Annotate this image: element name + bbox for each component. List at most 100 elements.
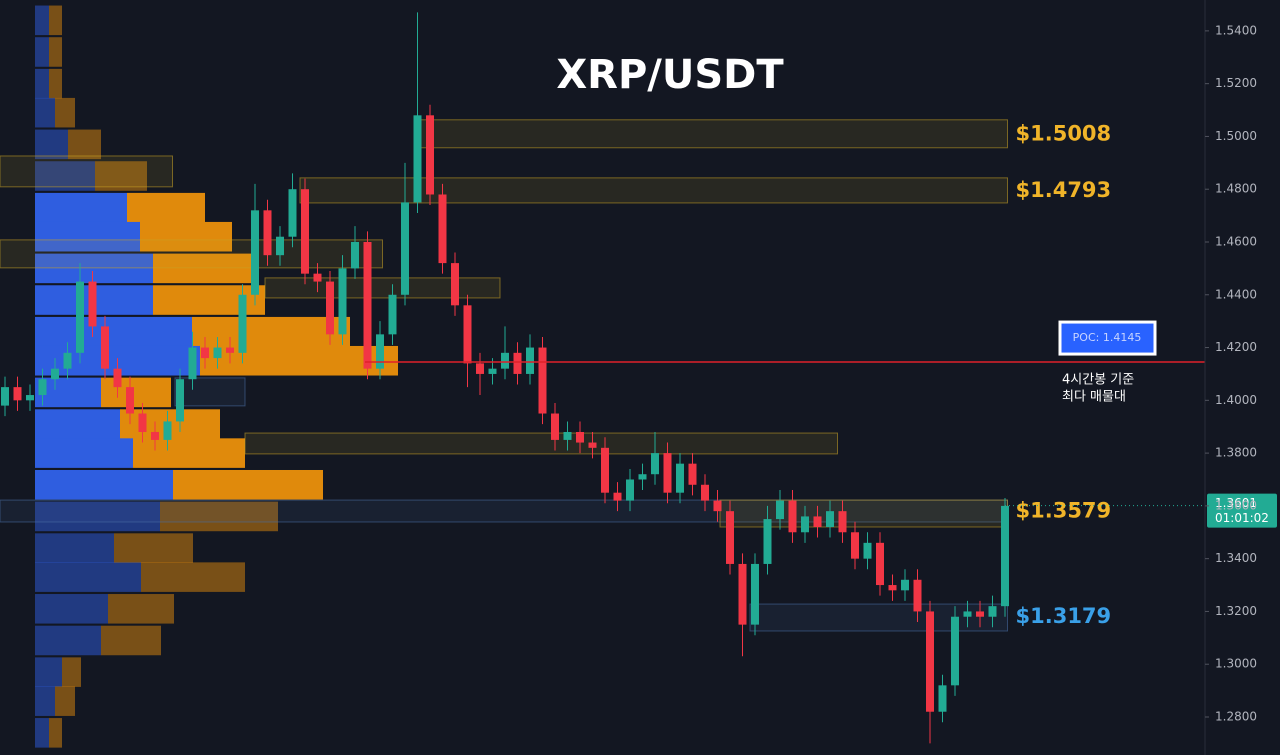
candle-body — [926, 611, 934, 712]
candle-body — [63, 352, 72, 369]
candle-body — [913, 579, 922, 612]
zone — [244, 432, 838, 455]
y-tick-label: 1.3400 — [1215, 551, 1257, 565]
candle-body — [863, 542, 872, 559]
zone — [0, 155, 173, 188]
candle-body — [801, 516, 809, 533]
candle-body — [488, 368, 497, 374]
zone-label: $1.3179 — [1016, 604, 1112, 628]
candle-body — [901, 579, 909, 591]
candle-body — [363, 241, 372, 369]
candle-body — [438, 194, 447, 264]
candle-body — [601, 447, 609, 493]
profile-sell — [49, 68, 62, 99]
candle-body — [876, 542, 884, 586]
candle-body — [26, 395, 34, 401]
candle-body — [38, 379, 47, 396]
candle-body — [713, 500, 722, 512]
zone — [749, 603, 1008, 632]
poc-box — [1058, 320, 1157, 356]
candle-body — [576, 431, 584, 443]
profile-sell — [108, 594, 174, 624]
y-tick-label: 1.3800 — [1215, 446, 1257, 460]
candle-body — [751, 563, 759, 625]
profile-sell — [95, 161, 147, 191]
candle-body — [813, 516, 822, 527]
candle-body — [326, 281, 334, 335]
profile-sell — [68, 129, 101, 160]
candle-body — [288, 189, 297, 237]
profile-sell — [101, 625, 161, 656]
profile-buy — [35, 253, 153, 284]
profile-sell — [160, 501, 278, 532]
candle-body — [338, 268, 347, 335]
candle-body — [176, 379, 184, 422]
candle-body — [313, 273, 322, 282]
candle-body — [126, 387, 134, 414]
candle-body — [1001, 505, 1009, 607]
candle-body — [501, 352, 509, 369]
candle-body — [701, 484, 709, 501]
profile-sell — [192, 316, 350, 347]
profile-sell — [153, 285, 265, 315]
candle-body — [626, 479, 634, 501]
candle-body — [451, 263, 459, 306]
candle-body — [676, 463, 684, 493]
profile-sell — [173, 469, 323, 500]
y-tick-label: 1.5400 — [1215, 23, 1257, 37]
candle-body — [663, 453, 672, 493]
candle-body — [738, 563, 747, 625]
candle-body — [88, 281, 97, 327]
profile-buy — [35, 409, 120, 439]
candle-body — [613, 492, 622, 501]
last-price-box — [1207, 493, 1277, 528]
candle-body — [763, 519, 772, 564]
candle-body — [688, 463, 697, 485]
candle-body — [538, 347, 547, 414]
profile-buy — [35, 68, 49, 99]
candle-body — [251, 210, 259, 295]
candle-body — [13, 387, 22, 401]
candle-body — [651, 453, 659, 475]
candle-body — [213, 347, 222, 359]
profile-sell — [140, 221, 232, 252]
profile-buy — [35, 192, 127, 223]
candle-body — [301, 189, 309, 274]
y-tick-label: 1.3000 — [1215, 657, 1257, 671]
candle-body — [226, 347, 234, 353]
profile-sell — [141, 562, 245, 592]
candle-body — [776, 500, 784, 520]
profile-sell — [127, 192, 205, 223]
y-tick-label: 1.4600 — [1215, 234, 1257, 248]
profile-buy — [35, 501, 160, 532]
candle-body — [588, 442, 597, 448]
candle-body — [201, 347, 209, 359]
candle-body — [401, 202, 409, 295]
candle-body — [101, 326, 109, 369]
profile-buy — [35, 686, 55, 716]
candle-body — [138, 413, 147, 432]
y-tick-label: 1.5200 — [1215, 76, 1257, 90]
candle-body — [51, 368, 59, 380]
y-tick-label: 1.2800 — [1215, 709, 1257, 723]
profile-sell — [55, 686, 75, 716]
profile-sell — [49, 37, 62, 67]
poc-note: 최다 매물대 — [1062, 390, 1126, 405]
profile-buy — [35, 161, 95, 191]
candle-body — [963, 611, 972, 617]
candle-body — [888, 585, 897, 591]
y-tick-label: 1.4200 — [1215, 340, 1257, 354]
candle-body — [376, 334, 384, 369]
profile-sell — [133, 438, 245, 468]
y-tick-label: 1.4000 — [1215, 393, 1257, 407]
zone — [417, 119, 1008, 149]
candle-body — [188, 347, 197, 380]
candle-body — [151, 431, 159, 440]
candle-body — [413, 115, 422, 203]
profile-buy — [35, 37, 49, 67]
candle-body — [276, 236, 284, 256]
candle-body — [263, 210, 272, 256]
profile-buy — [35, 533, 114, 563]
profile-buy — [35, 469, 173, 500]
